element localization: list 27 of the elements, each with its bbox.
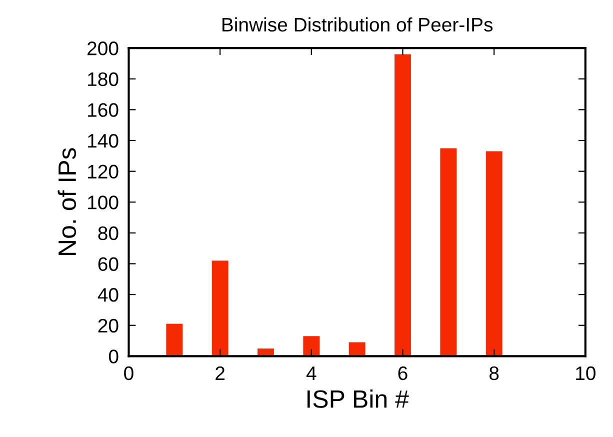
y-axis-title: No. of IPs [58, 148, 76, 255]
y-tick-label: 200 [88, 42, 118, 56]
bar [348, 342, 366, 356]
y-tick-label: 100 [88, 196, 118, 210]
x-tick-label: 8 [490, 366, 499, 380]
chart-title: Binwise Distribution of Peer-IPs [222, 17, 493, 32]
x-tick-label: 4 [306, 366, 316, 380]
y-tick-label: 20 [98, 318, 118, 333]
x-tick-label: 2 [216, 366, 224, 380]
bar [486, 151, 502, 356]
y-tick-label: 180 [88, 72, 118, 86]
y-tick-label: 140 [88, 134, 118, 148]
y-tick-label: 0 [108, 350, 118, 364]
bar [212, 260, 228, 356]
y-tick-label: 60 [98, 257, 118, 271]
bar [166, 324, 183, 356]
x-tick-label: 10 [576, 366, 596, 380]
bar [440, 148, 457, 356]
bar [394, 54, 411, 356]
y-tick-label: 80 [98, 226, 118, 240]
y-tick-label: 40 [98, 288, 118, 302]
y-tick-label: 160 [88, 103, 118, 117]
y-tick-label: 120 [88, 164, 118, 179]
bar [303, 336, 320, 356]
x-axis-title: ISP Bin # [307, 390, 409, 408]
x-tick-label: 6 [398, 366, 408, 380]
x-tick-label: 0 [124, 366, 134, 380]
